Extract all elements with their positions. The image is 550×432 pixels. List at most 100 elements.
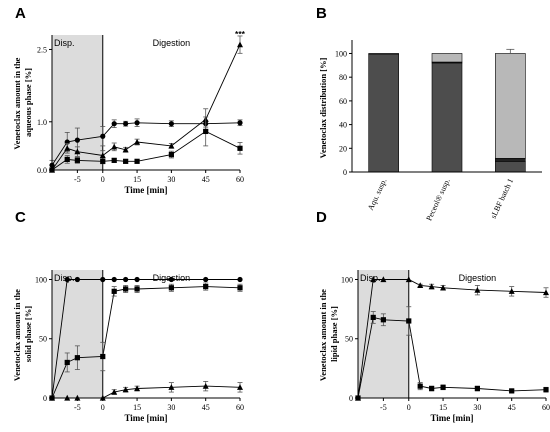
- panel-d-xlabel: Time [min]: [430, 413, 473, 423]
- panel-a-x-tick-label: 30: [167, 175, 175, 184]
- panel-d-point: [509, 388, 515, 394]
- panel-c-ylabel: Venetoclax amount in the solid phase [%]: [12, 287, 33, 381]
- panel-d-point: [474, 286, 481, 293]
- panel-c-point: [64, 276, 70, 283]
- panel-a-y-tick-label: 0.0: [37, 166, 47, 175]
- panel-c-point: [123, 286, 129, 292]
- panel-a-point: [74, 137, 80, 143]
- panel-a-point: [237, 145, 243, 151]
- panel-b-axes: 0 20 40 60 80 100: [335, 40, 542, 177]
- panel-c-xlabel: Time [min]: [124, 413, 167, 423]
- panel-c-point: [134, 385, 141, 392]
- panel-a-point: [134, 120, 140, 126]
- panel-a-ylabel-line2: aqueous phase [%]: [23, 68, 33, 137]
- panel-b-y-tick-label: 20: [339, 144, 347, 153]
- panel-d: D Disp. Digestion -5 0 15 30 45 60 0 50 100 Time…: [316, 209, 550, 423]
- panel-b-bar-segment: [368, 53, 399, 55]
- panel-b-bar-segment: [368, 53, 399, 173]
- panel-c-point: [237, 285, 243, 291]
- panel-a-point: [134, 138, 141, 145]
- panel-c-ylabel-line1: Venetoclax amount in the: [12, 289, 22, 381]
- panel-b-y-tick-label: 0: [343, 168, 347, 177]
- panel-a-point: [168, 142, 175, 149]
- panel-a-x-tick-label: 15: [133, 175, 141, 184]
- panel-c-point: [168, 285, 174, 291]
- panel-c-x-tick-label: 0: [101, 403, 105, 412]
- panel-a-ylabel: Venetoclax amount in the aqueous phase […: [12, 55, 33, 149]
- panel-d-dispersion-shade: [358, 270, 409, 398]
- panel-a-y-tick-label: 2.5: [37, 45, 47, 54]
- panel-c-x-tick-label: -5: [74, 403, 81, 412]
- panel-d-y-tick-label: 50: [345, 335, 353, 344]
- panel-c-point: [111, 276, 117, 283]
- panel-d-point: [406, 318, 412, 324]
- panel-d-point: [543, 387, 549, 393]
- panel-b-errorbar: [506, 48, 515, 54]
- panel-d-y-tick-label: 100: [341, 275, 353, 284]
- panel-d-point: [380, 276, 387, 283]
- panel-d-point: [417, 383, 423, 389]
- panel-d-point: [440, 284, 447, 291]
- panel-c-point: [123, 276, 129, 283]
- panel-b-bar-segment: [431, 53, 463, 63]
- panel-a-letter: A: [15, 5, 26, 22]
- panel-c-point: [100, 353, 106, 360]
- panel-b-bar-segment: [495, 161, 526, 173]
- panel-a-point: [123, 158, 129, 164]
- panel-b-y-tick-label: 80: [339, 73, 347, 82]
- panel-a-series: [49, 35, 243, 173]
- panel-d-y-tick-label: 0: [349, 394, 353, 403]
- panel-a-series-circle-line: [51, 122, 241, 166]
- panel-a-point: [100, 133, 106, 139]
- panel-b-y-tick-label: 100: [335, 49, 347, 58]
- panel-d-x-tick-label: -5: [380, 403, 387, 412]
- panel-a-point: [64, 145, 71, 151]
- panel-b-category-label: Peceol® susp.: [424, 177, 451, 222]
- panel-d-point: [474, 385, 480, 392]
- panel-a-x-tick-label: 60: [236, 175, 244, 184]
- panel-d-x-tick-label: 0: [407, 403, 411, 412]
- panel-c-point: [111, 388, 118, 395]
- panel-c-point: [168, 384, 175, 390]
- panel-a-significance: ***: [235, 29, 246, 39]
- panel-b-y-tick-label: 40: [339, 121, 347, 130]
- panel-b-bars: Aqu. susp. Peceol® susp. sLBF batch 1: [366, 48, 526, 222]
- panel-b-ylabel: Venetoclax distribution [%]: [318, 57, 328, 158]
- panel-a: A Disp. Digestion -5 0 15 30 45 60 0.0 1.0 2.5 *…: [12, 5, 246, 195]
- panel-c-point: [134, 276, 140, 283]
- panel-a-point: [111, 121, 117, 127]
- panel-c-point: [237, 384, 243, 390]
- panel-d-series-square-line: [357, 316, 547, 399]
- panel-d-point: [508, 288, 515, 294]
- panel-c-y-tick-label: 100: [35, 275, 47, 284]
- panel-d-x-tick-label: 60: [542, 403, 550, 412]
- panel-a-point: [74, 148, 81, 155]
- panel-c-series-square-line: [51, 286, 241, 399]
- panel-a-point: [64, 156, 70, 162]
- panel-c-point: [74, 355, 80, 361]
- panel-c-point: [237, 276, 243, 283]
- panel-d-point: [370, 276, 377, 283]
- panel-c-point: [122, 386, 129, 393]
- panel-a-digestion-label: Digestion: [153, 38, 191, 48]
- panel-d-point: [440, 384, 446, 390]
- panel-b: B Aqu. susp. Peceol® susp. sLBF batch 1 0 2…: [316, 5, 542, 222]
- panel-b-category-label: Aqu. susp.: [366, 177, 389, 212]
- panel-a-ylabel-line1: Venetoclax amount in the: [12, 57, 22, 149]
- panel-c-point: [74, 276, 80, 283]
- panel-a-y-tick-label: 1.0: [37, 118, 47, 127]
- panel-a-xlabel: Time [min]: [124, 185, 167, 195]
- panel-a-x-tick-label: 45: [202, 175, 210, 184]
- panel-c-point: [134, 286, 140, 292]
- panel-b-bar-segment: [495, 53, 526, 159]
- panel-a-point: [111, 143, 118, 150]
- panel-d-ylabel: Venetoclax amount in the lipid phase [%]: [318, 287, 339, 381]
- panel-d-letter: D: [316, 209, 327, 226]
- panel-b-y-tick-label: 60: [339, 97, 347, 106]
- panel-b-letter: B: [316, 5, 327, 22]
- panel-d-point: [405, 276, 412, 283]
- panel-a-point: [134, 158, 140, 164]
- panel-a-point: [203, 128, 209, 135]
